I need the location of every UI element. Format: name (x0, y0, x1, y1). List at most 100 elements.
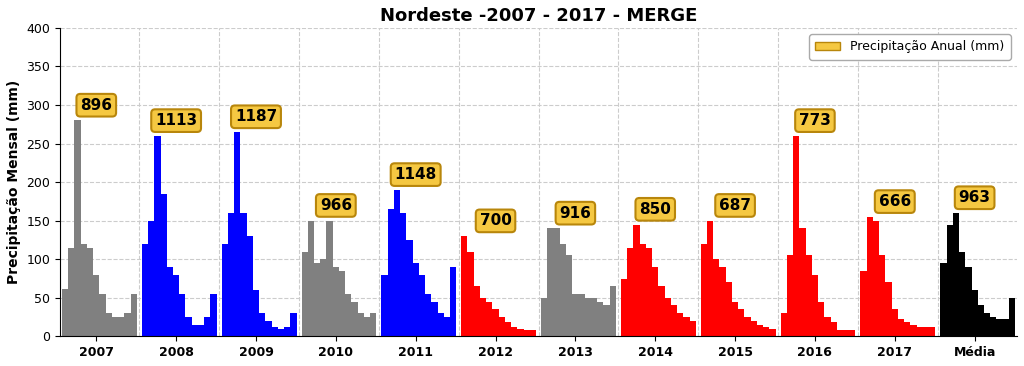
Bar (290, 313, 297, 336)
Bar (493, 309, 499, 336)
Bar (474, 286, 480, 336)
Bar (940, 263, 946, 336)
Bar (265, 321, 271, 336)
Bar (450, 267, 457, 336)
Bar (511, 327, 517, 336)
Bar (407, 240, 413, 336)
Bar (763, 327, 769, 336)
Bar (339, 271, 345, 336)
Bar (247, 236, 253, 336)
Bar (824, 317, 830, 336)
Bar (529, 330, 537, 336)
Bar (161, 194, 167, 336)
Bar (333, 267, 339, 336)
Bar (609, 286, 615, 336)
Bar (357, 313, 364, 336)
Bar (830, 322, 837, 336)
Bar (732, 302, 738, 336)
Bar (425, 294, 431, 336)
Bar (910, 325, 916, 336)
Bar (929, 327, 935, 336)
Text: 850: 850 (639, 202, 671, 217)
Bar (517, 329, 523, 336)
Bar (671, 306, 677, 336)
Text: 1148: 1148 (394, 167, 437, 182)
Bar (554, 228, 560, 336)
Bar (131, 294, 137, 336)
Bar (916, 327, 923, 336)
Bar (700, 244, 707, 336)
Bar (124, 313, 131, 336)
Bar (394, 190, 400, 336)
Bar (640, 244, 646, 336)
Bar (370, 313, 377, 336)
Bar (603, 306, 609, 336)
Bar (860, 271, 866, 336)
Bar (786, 255, 794, 336)
Bar (431, 302, 437, 336)
Bar (683, 317, 689, 336)
Bar (818, 302, 824, 336)
Bar (419, 274, 425, 336)
Bar (234, 132, 241, 336)
Bar (112, 317, 118, 336)
Bar (173, 274, 179, 336)
Bar (118, 317, 124, 336)
Text: 773: 773 (799, 113, 830, 128)
Bar (185, 317, 191, 336)
Bar (978, 306, 984, 336)
Bar (720, 267, 726, 336)
Bar (627, 248, 634, 336)
Bar (461, 236, 468, 336)
Bar (278, 329, 284, 336)
Bar (952, 213, 959, 336)
Bar (585, 298, 591, 336)
Bar (904, 322, 910, 336)
Bar (738, 309, 744, 336)
Bar (400, 213, 407, 336)
Bar (499, 317, 505, 336)
Bar (221, 244, 228, 336)
Bar (541, 298, 547, 336)
Bar (560, 244, 566, 336)
Bar (351, 302, 357, 336)
Bar (837, 330, 843, 336)
Bar (959, 251, 966, 336)
Bar (726, 282, 732, 336)
Bar (707, 221, 714, 336)
Bar (780, 313, 786, 336)
Bar (381, 274, 388, 336)
Title: Nordeste -2007 - 2017 - MERGE: Nordeste -2007 - 2017 - MERGE (380, 7, 697, 25)
Bar (486, 302, 493, 336)
Text: 700: 700 (479, 213, 511, 228)
Bar (204, 317, 211, 336)
Bar (812, 274, 818, 336)
Bar (198, 325, 204, 336)
Bar (301, 251, 308, 336)
Bar (253, 290, 259, 336)
Bar (990, 317, 996, 336)
Text: 1187: 1187 (234, 109, 278, 124)
Bar (849, 330, 855, 336)
Bar (972, 290, 978, 336)
Bar (321, 259, 327, 336)
Bar (996, 320, 1002, 336)
Bar (806, 255, 812, 336)
Text: 896: 896 (80, 98, 113, 113)
Bar (241, 213, 247, 336)
Bar (191, 325, 198, 336)
Bar (757, 325, 763, 336)
Bar (345, 294, 351, 336)
Bar (751, 321, 757, 336)
Bar (388, 209, 394, 336)
Bar (800, 228, 806, 336)
Bar (523, 330, 529, 336)
Bar (744, 317, 751, 336)
Text: 966: 966 (319, 198, 352, 213)
Bar (646, 248, 652, 336)
Bar (141, 244, 148, 336)
Bar (69, 248, 75, 336)
Bar (327, 221, 333, 336)
Text: 1113: 1113 (155, 113, 198, 128)
Bar (314, 263, 321, 336)
